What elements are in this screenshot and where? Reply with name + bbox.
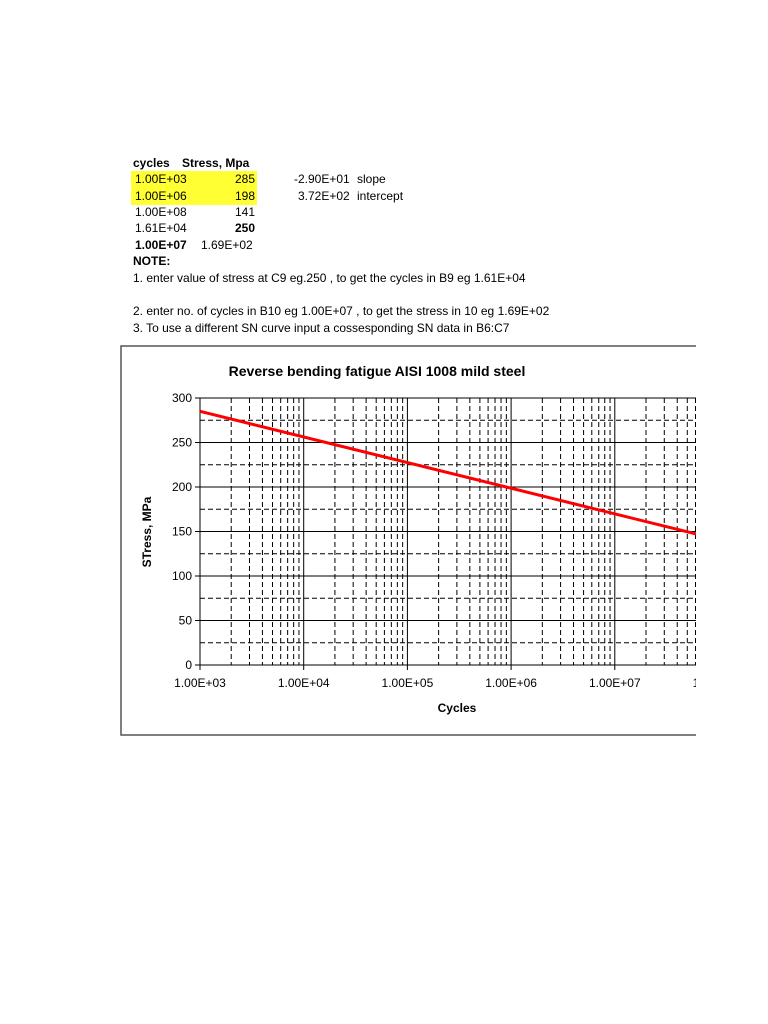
- axes: 0 50 100 150 200 250 300 1.00E+03 1.00E+04 1.00E+…: [172, 391, 696, 690]
- note-line: 2. enter no. of cycles in B10 eg 1.00E+0…: [133, 304, 550, 318]
- y-tick-label: 250: [172, 436, 192, 450]
- x-tick-label: 1.00E+03: [174, 676, 226, 690]
- cell-stress[interactable]: 141: [234, 205, 255, 219]
- cell-cycles[interactable]: 1.00E+03: [135, 172, 187, 186]
- y-tick-label: 300: [172, 391, 192, 405]
- y-tick-label: 100: [172, 569, 192, 583]
- note-title: NOTE:: [133, 254, 171, 268]
- cell-stress-input[interactable]: 250: [234, 221, 255, 235]
- x-tick-label: 1.00E+07: [589, 676, 641, 690]
- series: [199, 409, 696, 536]
- sn-curve-line: [199, 409, 696, 536]
- cell-cycles[interactable]: 1.61E+04: [135, 221, 187, 235]
- cell-cycles-input[interactable]: 1.00E+07: [135, 238, 187, 252]
- grid: [200, 397, 696, 665]
- header-stress[interactable]: Stress, Mpa: [182, 156, 250, 170]
- y-tick-label: 50: [179, 614, 193, 628]
- highlight-cells: [131, 171, 257, 205]
- chart-border: [120, 345, 696, 736]
- note-line: 1. enter value of stress at C9 eg.250 , …: [133, 271, 526, 285]
- x-tick-label: 1.00E+04: [278, 676, 330, 690]
- y-tick-label: 200: [172, 480, 192, 494]
- note-line: 3. To use a different SN curve input a c…: [133, 321, 510, 335]
- x-tick-label: 1.00E+06: [485, 676, 537, 690]
- y-axis-label: STress, MPa: [140, 496, 154, 567]
- intercept-value[interactable]: 3.72E+02: [298, 189, 350, 203]
- header-cycles[interactable]: cycles: [133, 156, 170, 170]
- cell-stress[interactable]: 198: [234, 189, 255, 203]
- slope-value[interactable]: -2.90E+01: [294, 172, 350, 186]
- cell-cycles[interactable]: 1.00E+08: [135, 205, 187, 219]
- cell-stress[interactable]: 285: [234, 172, 255, 186]
- y-tick-label: 150: [172, 525, 192, 539]
- x-tick-label: 1.00E+05: [382, 676, 434, 690]
- intercept-label[interactable]: intercept: [357, 189, 404, 203]
- y-tick-label: 0: [185, 658, 192, 672]
- cell-stress[interactable]: 1.69E+02: [201, 238, 253, 252]
- chart-title: Reverse bending fatigue AISI 1008 mild s…: [229, 363, 526, 379]
- cell-cycles[interactable]: 1.00E+06: [135, 189, 187, 203]
- x-axis-label: Cycles: [438, 701, 477, 715]
- sn-chart[interactable]: 0 50 100 150 200 250 300 1.00E+03 1.00E+04 1.00E+…: [120, 345, 696, 736]
- x-tick-label: 1.00E+08: [693, 676, 696, 690]
- slope-label[interactable]: slope: [357, 172, 386, 186]
